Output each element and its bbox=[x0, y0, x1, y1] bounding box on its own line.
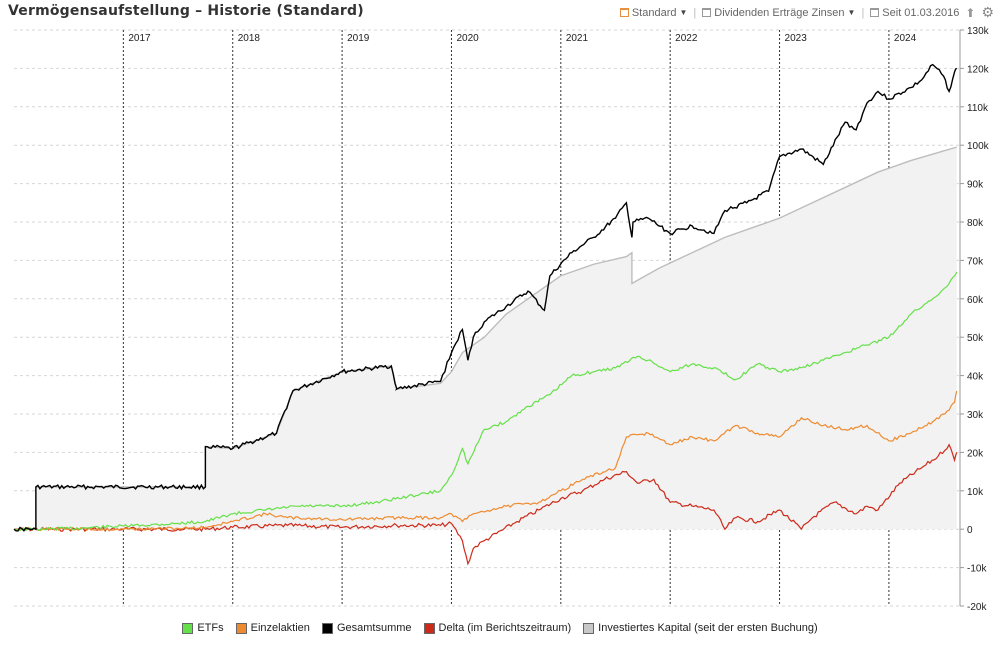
y-tick-label: -10k bbox=[967, 564, 987, 575]
y-tick-label: 10k bbox=[967, 487, 984, 498]
chart-header: Vermögensaufstellung – Historie (Standar… bbox=[0, 0, 1000, 24]
legend-label: Delta (im Berichtszeitraum) bbox=[438, 622, 572, 634]
y-tick-label: 80k bbox=[967, 218, 984, 229]
einzelaktien-line bbox=[13, 390, 958, 532]
etfs-line bbox=[13, 271, 958, 532]
y-tick-label: 0 bbox=[967, 525, 973, 536]
x-tick-label: 2019 bbox=[347, 33, 370, 44]
x-tick-label: 2024 bbox=[894, 33, 917, 44]
legend-item-delta[interactable]: Delta (im Berichtszeitraum) bbox=[423, 622, 572, 634]
y-tick-label: 100k bbox=[967, 141, 990, 152]
legend-item-gesamtsumme[interactable]: Gesamtsumme bbox=[321, 622, 412, 634]
y-tick-label: -20k bbox=[967, 602, 987, 613]
legend-swatch bbox=[321, 622, 333, 634]
series-icon bbox=[702, 8, 712, 17]
y-tick-label: 60k bbox=[967, 295, 984, 306]
y-tick-label: 130k bbox=[967, 26, 990, 37]
x-tick-label: 2021 bbox=[566, 33, 589, 44]
chevron-down-icon: ▼ bbox=[847, 8, 856, 17]
y-tick-label: 110k bbox=[967, 103, 989, 114]
view-dropdown[interactable]: Standard ▼ bbox=[619, 6, 688, 19]
x-tick-label: 2020 bbox=[456, 33, 479, 44]
legend-label: Gesamtsumme bbox=[336, 622, 412, 634]
x-tick-label: 2018 bbox=[238, 33, 261, 44]
y-tick-label: 20k bbox=[967, 448, 984, 459]
legend-swatch bbox=[423, 622, 435, 634]
calendar-icon bbox=[870, 8, 880, 17]
layout-icon bbox=[619, 8, 629, 17]
y-tick-label: 40k bbox=[967, 372, 984, 383]
legend-label: Investiertes Kapital (seit der ersten Bu… bbox=[598, 622, 818, 634]
chevron-down-icon: ▼ bbox=[679, 8, 688, 17]
history-chart: -20k -10k 0 10k 20k 30k 40k 50k 60k 70k 80k 90k 100k… bbox=[13, 26, 990, 613]
y-tick-label: 90k bbox=[967, 180, 984, 191]
legend-label: ETFs bbox=[197, 622, 224, 634]
y-tick-label: 30k bbox=[967, 410, 984, 421]
view-dropdown-label: Standard bbox=[631, 6, 677, 19]
legend-item-einzelaktien[interactable]: Einzelaktien bbox=[235, 622, 310, 634]
legend-swatch bbox=[583, 622, 595, 634]
date-range-picker[interactable]: Seit 01.03.2016 bbox=[870, 7, 959, 19]
x-tick-label: 2017 bbox=[128, 33, 151, 44]
gear-icon[interactable]: ⚙ bbox=[981, 4, 994, 20]
x-tick-label: 2022 bbox=[675, 33, 698, 44]
y-tick-label: 120k bbox=[967, 64, 990, 75]
delta-line bbox=[14, 443, 958, 566]
legend-swatch bbox=[235, 622, 247, 634]
legend-label: Einzelaktien bbox=[250, 622, 310, 634]
chart-controls: Standard ▼ | Dividenden Erträge Zinsen ▼… bbox=[619, 4, 994, 21]
investiert-area bbox=[14, 147, 957, 530]
legend-item-investiert[interactable]: Investiertes Kapital (seit der ersten Bu… bbox=[583, 622, 818, 634]
x-tick-label: 2023 bbox=[785, 33, 808, 44]
y-tick-label: 50k bbox=[967, 333, 984, 344]
upload-icon[interactable]: ⬆ bbox=[965, 5, 976, 20]
series-dropdown[interactable]: Dividenden Erträge Zinsen ▼ bbox=[702, 7, 855, 19]
chart-title: Vermögensaufstellung – Historie (Standar… bbox=[8, 3, 364, 19]
y-tick-label: 70k bbox=[967, 256, 984, 267]
date-range-label: Seit 01.03.2016 bbox=[882, 6, 960, 19]
gesamtsumme-line bbox=[13, 63, 958, 532]
chart-legend: ETFs Einzelaktien Gesamtsumme Delta (im Ber… bbox=[0, 622, 1000, 634]
legend-swatch bbox=[182, 622, 194, 634]
series-dropdown-label: Dividenden Erträge Zinsen bbox=[714, 6, 845, 19]
legend-item-etfs[interactable]: ETFs bbox=[182, 622, 224, 634]
